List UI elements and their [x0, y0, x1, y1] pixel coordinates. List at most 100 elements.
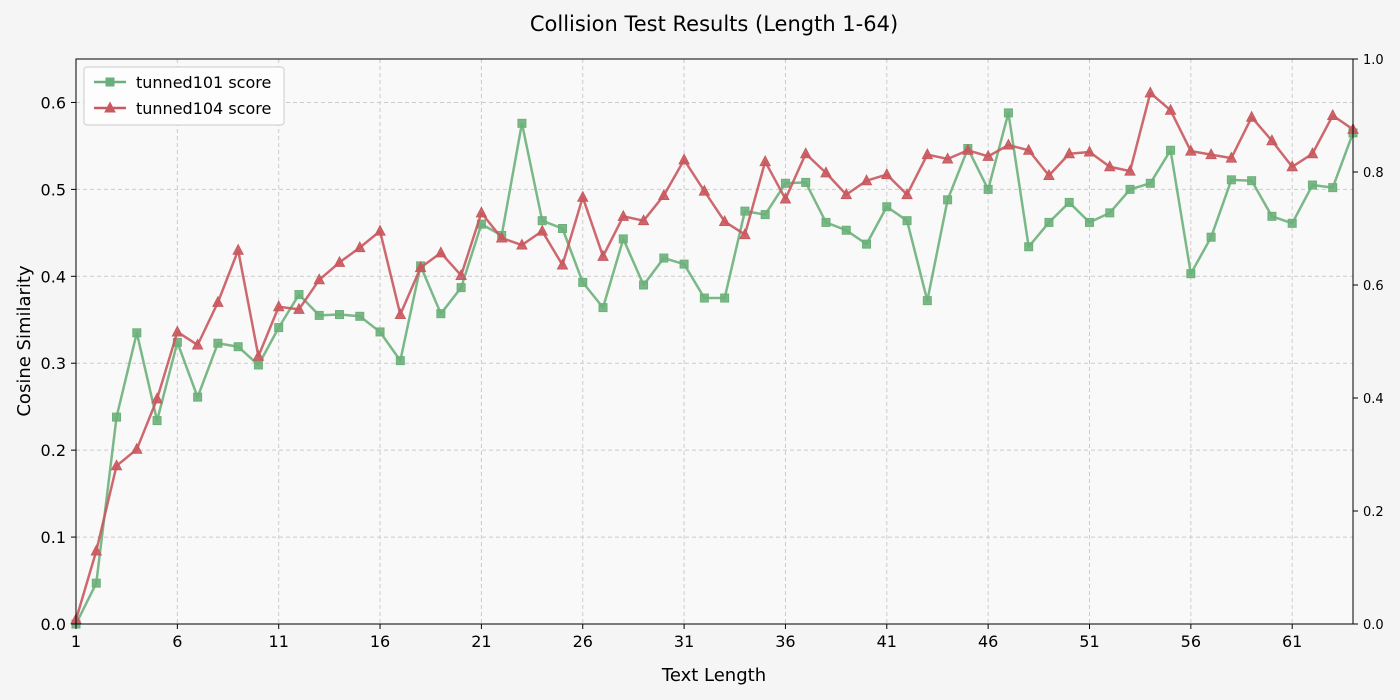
plot-area [76, 59, 1353, 624]
data-point [1166, 145, 1176, 155]
y-tick-label: 0.2 [41, 441, 66, 460]
x-tick-label: 41 [877, 632, 897, 651]
data-point [232, 243, 244, 255]
data-point [436, 309, 446, 319]
data-point [455, 268, 467, 280]
data-point [536, 224, 549, 236]
data-point [374, 224, 386, 236]
data-point [1105, 208, 1115, 218]
data-point [1063, 147, 1076, 159]
data-point [1306, 147, 1319, 159]
y2-tick-label: 0.6 [1363, 279, 1384, 294]
data-point [1225, 151, 1238, 163]
data-point [1287, 218, 1297, 228]
data-point [1084, 217, 1094, 227]
y2-tick-label: 1.0 [1363, 53, 1384, 68]
data-point [699, 293, 709, 303]
data-point [657, 188, 670, 200]
data-point [1103, 160, 1116, 172]
data-point [193, 392, 203, 402]
data-point [171, 325, 184, 337]
data-point [1266, 134, 1278, 146]
data-point [1328, 183, 1338, 193]
x-tick-label: 16 [370, 632, 390, 651]
data-point [1064, 197, 1074, 207]
data-point [1185, 144, 1197, 156]
y-tick-label: 0.6 [41, 93, 66, 112]
data-point [659, 253, 669, 263]
data-point [91, 578, 101, 588]
y-tick-label: 0.1 [41, 528, 66, 547]
data-point [213, 338, 223, 348]
data-point [639, 280, 649, 290]
data-point [557, 224, 567, 233]
data-point [618, 234, 628, 244]
x-tick-label: 6 [172, 632, 182, 651]
data-point [901, 188, 913, 200]
x-tick-label: 56 [1181, 632, 1201, 651]
data-point [698, 184, 711, 196]
x-tick-label: 31 [674, 632, 694, 651]
y-axis-label: Cosine Similarity [14, 265, 35, 417]
data-point [1145, 178, 1155, 188]
y2-tick-label: 0.2 [1363, 505, 1384, 520]
y2-tick-label: 0.0 [1363, 618, 1384, 633]
data-point [1044, 217, 1054, 227]
data-point [983, 184, 993, 194]
data-point [1024, 242, 1034, 252]
data-point [556, 258, 569, 270]
data-point [637, 214, 650, 226]
x-axis-label: Text Length [661, 665, 766, 686]
data-point [1286, 160, 1299, 172]
data-point [495, 231, 508, 243]
data-point [718, 214, 731, 227]
data-point [130, 442, 143, 454]
x-tick-label: 46 [978, 632, 998, 651]
data-point [820, 166, 832, 178]
x-tick-label: 36 [775, 632, 795, 651]
data-point [1083, 145, 1096, 157]
data-point [801, 177, 811, 187]
data-point [598, 303, 608, 313]
data-point [982, 149, 994, 161]
data-point [882, 202, 892, 212]
data-point [253, 360, 263, 370]
series-1 [71, 108, 1358, 629]
y-tick-label: 0.5 [41, 180, 66, 199]
chart-title: Collision Test Results (Length 1-64) [530, 12, 898, 36]
data-point [375, 327, 385, 337]
data-point [759, 154, 772, 167]
legend-marker [104, 101, 116, 113]
data-point [1124, 164, 1136, 176]
legend-label: tunned101 score [136, 73, 271, 92]
x-tick-label: 1 [71, 632, 81, 651]
y2-tick-label: 0.8 [1363, 166, 1384, 181]
data-point [1022, 143, 1035, 155]
data-point [293, 302, 305, 314]
data-point [151, 392, 163, 404]
x-tick-label: 61 [1282, 632, 1302, 651]
data-point [720, 293, 730, 303]
plot-frame [75, 58, 1354, 625]
data-point [921, 148, 934, 160]
data-point [1307, 180, 1317, 190]
axes: 1 6 11 16 21 26 31 36 41 46 51 56 610.00.10.20.30.40… [41, 53, 1384, 651]
data-point [902, 216, 912, 226]
data-point [335, 310, 345, 320]
data-point [962, 143, 974, 155]
data-point [1144, 86, 1157, 98]
data-point [112, 412, 122, 422]
data-point [840, 188, 853, 200]
data-point [1326, 108, 1339, 120]
x-tick-label: 11 [269, 632, 289, 651]
data-point [1125, 184, 1135, 194]
data-point [576, 190, 589, 202]
data-point [862, 239, 872, 249]
data-point [272, 300, 285, 312]
data-point [537, 216, 547, 226]
y2-tick-label: 0.4 [1363, 392, 1384, 407]
data-point [941, 152, 954, 164]
data-point [395, 356, 405, 366]
data-point [779, 192, 792, 204]
data-point [1245, 110, 1258, 122]
